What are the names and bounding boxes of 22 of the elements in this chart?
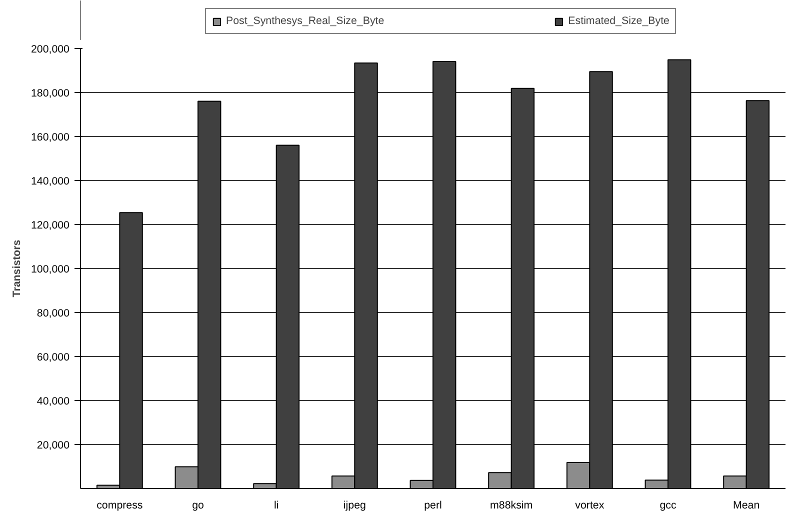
y-tick-label: 120,000 — [30, 220, 70, 232]
x-tick-label: Mean — [733, 500, 760, 512]
legend-label: Estimated_Size_Byte — [568, 15, 670, 27]
y-tick-label: 140,000 — [30, 176, 70, 188]
y-tick-label: 180,000 — [30, 88, 70, 100]
y-tick-label: 80,000 — [36, 308, 70, 320]
x-tick-label: compress — [96, 500, 143, 512]
legend-label: Post_Synthesys_Real_Size_Byte — [226, 15, 384, 27]
x-tick-label: m88ksim — [490, 500, 533, 512]
y-tick-label: 20,000 — [36, 440, 70, 452]
y-tick-label: 160,000 — [30, 132, 70, 144]
y-tick-label: 200,000 — [30, 44, 70, 56]
x-tick-label: ijpeg — [343, 500, 366, 512]
x-tick-label: perl — [424, 500, 442, 512]
x-tick-label: go — [192, 500, 204, 512]
y-axis-title: Transistors — [10, 240, 23, 298]
x-tick-label: li — [274, 500, 279, 512]
y-tick-label: 100,000 — [30, 264, 70, 276]
x-tick-label: gcc — [660, 500, 677, 512]
y-tick-label: 60,000 — [36, 352, 70, 364]
y-tick-label: 40,000 — [36, 396, 70, 408]
x-tick-label: vortex — [575, 500, 605, 512]
